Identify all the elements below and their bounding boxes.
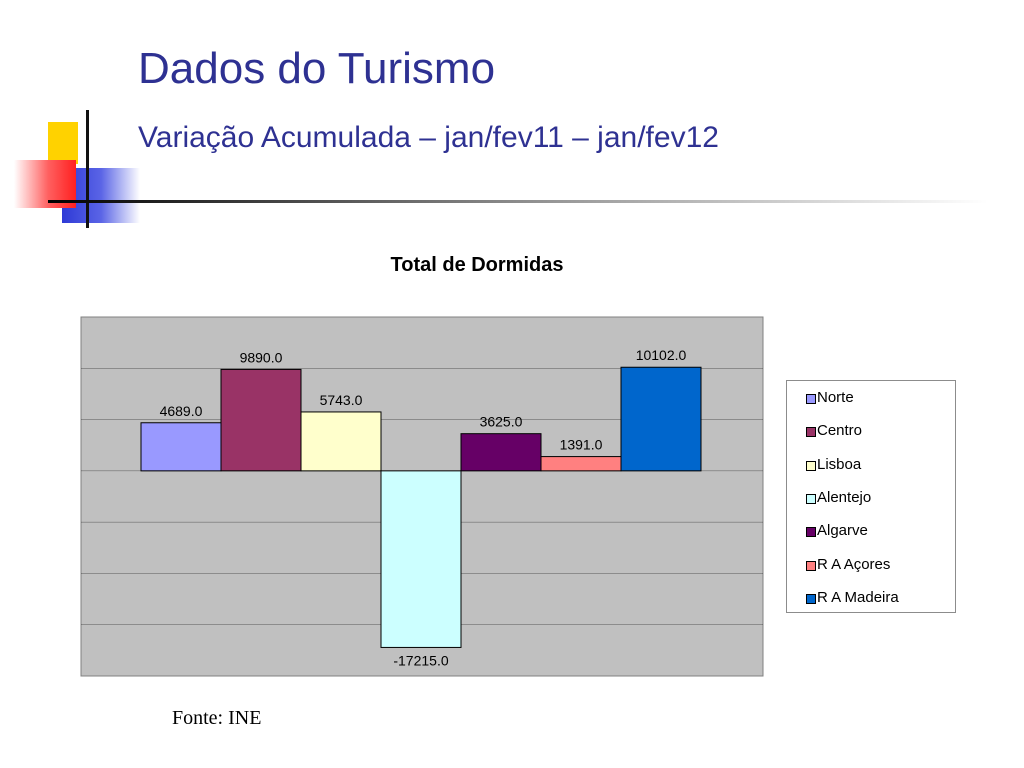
legend-swatch	[806, 593, 816, 604]
legend-swatch	[806, 560, 816, 571]
data-label-norte: 4689.0	[160, 403, 203, 419]
legend-label: Algarve	[817, 522, 868, 540]
legend-item-lisboa: Lisboa	[806, 455, 862, 475]
legend-item-r-a-madeira: R A Madeira	[806, 588, 899, 608]
data-label-algarve: 3625.0	[480, 414, 523, 430]
legend-item-r-a-açores: R A Açores	[806, 555, 891, 575]
legend-label: Norte	[817, 389, 854, 406]
data-label-centro: 9890.0	[240, 349, 283, 365]
bar-alentejo	[380, 470, 462, 648]
slide-subtitle: Variação Acumulada – jan/fev11 – jan/fev…	[138, 121, 719, 154]
legend-swatch	[806, 493, 816, 504]
bar-algarve	[460, 433, 542, 472]
decorative-corner-graphic	[14, 110, 988, 228]
bar-r-a-madeira	[620, 366, 702, 472]
deco-yellow-square	[48, 122, 78, 164]
legend-item-algarve: Algarve	[806, 521, 868, 541]
legend-item-centro: Centro	[806, 421, 863, 441]
deco-vertical-line	[86, 110, 89, 228]
bar-r-a-açores	[540, 456, 622, 472]
bar-lisboa	[300, 411, 382, 472]
legend-label: R A Açores	[817, 555, 891, 573]
data-label-lisboa: 5743.0	[320, 392, 363, 408]
bar-centro	[220, 368, 302, 472]
legend-label: Alentejo	[817, 488, 872, 506]
legend-label: Lisboa	[817, 455, 862, 473]
data-label-r-a-madeira: 10102.0	[636, 347, 687, 363]
chart-title: Total de Dormidas	[390, 254, 564, 276]
legend-swatch	[806, 527, 816, 538]
data-label-alentejo: -17215.0	[393, 652, 448, 668]
legend-label: R A Madeira	[817, 588, 899, 606]
legend-item-norte: Norte	[806, 388, 854, 408]
slide-title: Dados do Turismo	[138, 44, 496, 93]
legend-label: Centro	[817, 422, 863, 440]
legend-swatch	[806, 394, 816, 404]
deco-horizontal-line	[48, 200, 988, 203]
chart-legend: Norte Centro Lisboa Alentejo Algarve R A Açor…	[786, 380, 956, 613]
legend-swatch	[806, 460, 816, 471]
data-label-r-a-açores: 1391.0	[560, 437, 603, 453]
source-note: Fonte: INE	[172, 707, 262, 729]
legend-swatch	[806, 427, 816, 438]
legend-item-alentejo: Alentejo	[806, 488, 872, 508]
bar-norte	[140, 422, 222, 472]
